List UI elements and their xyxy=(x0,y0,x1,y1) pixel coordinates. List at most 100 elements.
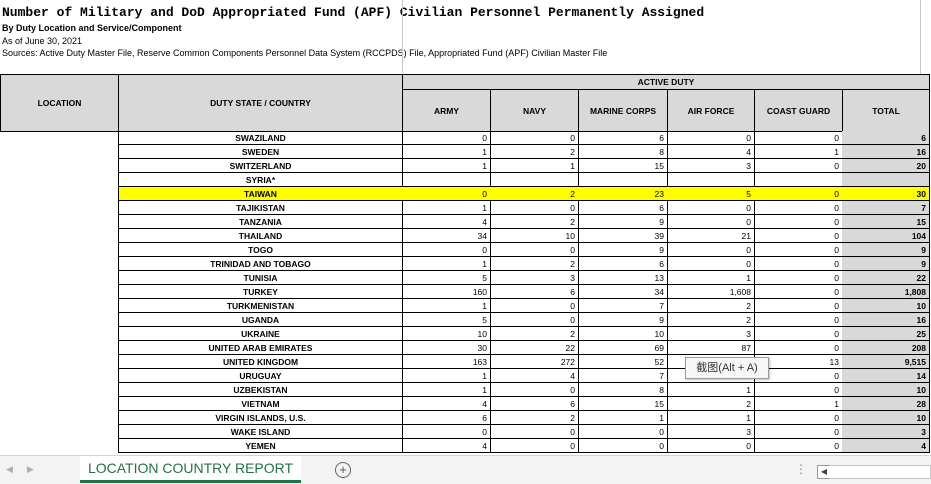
cell-duty-state: THAILAND xyxy=(118,229,403,243)
cell-location xyxy=(0,201,119,215)
table-row: TAJIKISTAN 1 0 6 0 0 7 xyxy=(0,201,930,215)
cell-army: 1 xyxy=(402,257,491,271)
cell-total: 10 xyxy=(842,411,930,425)
cell-location xyxy=(0,299,119,313)
cell-air-force: 0 xyxy=(667,131,755,145)
cell-navy: 0 xyxy=(490,201,579,215)
cell-total: 22 xyxy=(842,271,930,285)
cell-total: 14 xyxy=(842,369,930,383)
table-row: TOGO 0 0 9 0 0 9 xyxy=(0,243,930,257)
table-row: UZBEKISTAN 1 0 8 1 0 10 xyxy=(0,383,930,397)
table-row: UKRAINE 10 2 10 3 0 25 xyxy=(0,327,930,341)
cell-coast-guard: 0 xyxy=(754,313,843,327)
cell-coast-guard: 0 xyxy=(754,159,843,173)
sheet-nav-arrows-icon[interactable]: ◀▶ xyxy=(6,464,48,474)
cell-location xyxy=(0,341,119,355)
cell-air-force: 1 xyxy=(667,271,755,285)
cell-total: 9 xyxy=(842,243,930,257)
cell-coast-guard: 0 xyxy=(754,131,843,145)
cell-navy: 0 xyxy=(490,439,579,453)
table-row: TURKMENISTAN 1 0 7 2 0 10 xyxy=(0,299,930,313)
cell-duty-state: UNITED ARAB EMIRATES xyxy=(118,341,403,355)
cell-total: 3 xyxy=(842,425,930,439)
cell-air-force: 21 xyxy=(667,229,755,243)
header-coast-guard: COAST GUARD xyxy=(754,89,843,132)
cell-total: 9 xyxy=(842,257,930,271)
cell-coast-guard: 0 xyxy=(754,299,843,313)
cell-navy: 2 xyxy=(490,145,579,159)
cell-coast-guard: 0 xyxy=(754,243,843,257)
cell-marine-corps xyxy=(578,173,668,187)
cell-army: 34 xyxy=(402,229,491,243)
cell-air-force: 2 xyxy=(667,299,755,313)
table-row: THAILAND 34 10 39 21 0 104 xyxy=(0,229,930,243)
table-row: SWEDEN 1 2 8 4 1 16 xyxy=(0,145,930,159)
header-duty-state: DUTY STATE / COUNTRY xyxy=(118,74,403,132)
header-location: LOCATION xyxy=(0,74,119,132)
cell-navy: 3 xyxy=(490,271,579,285)
header-total: TOTAL xyxy=(842,89,930,132)
cell-marine-corps: 6 xyxy=(578,201,668,215)
cell-marine-corps: 13 xyxy=(578,271,668,285)
cell-location xyxy=(0,411,119,425)
header-marine-corps: MARINE CORPS xyxy=(578,89,668,132)
header-active-duty: ACTIVE DUTY xyxy=(402,74,930,90)
header-army: ARMY xyxy=(402,89,491,132)
cell-coast-guard: 0 xyxy=(754,341,843,355)
more-options-icon[interactable]: ⋮ xyxy=(795,462,807,476)
table-row: SWITZERLAND 1 1 15 3 0 20 xyxy=(0,159,930,173)
screenshot-tooltip: 截图(Alt + A) xyxy=(685,357,769,379)
cell-air-force: 2 xyxy=(667,313,755,327)
horizontal-scrollbar[interactable] xyxy=(830,465,931,479)
cell-duty-state: YEMEN xyxy=(118,439,403,453)
table-row: VIRGIN ISLANDS, U.S. 6 2 1 1 0 10 xyxy=(0,411,930,425)
cell-army xyxy=(402,173,491,187)
cell-navy: 0 xyxy=(490,243,579,257)
cell-duty-state: TURKEY xyxy=(118,285,403,299)
cell-location xyxy=(0,285,119,299)
cell-army: 0 xyxy=(402,243,491,257)
cell-army: 1 xyxy=(402,299,491,313)
table-row: TUNISIA 5 3 13 1 0 22 xyxy=(0,271,930,285)
report-date: As of June 30, 2021 xyxy=(2,36,83,46)
cell-coast-guard: 0 xyxy=(754,201,843,215)
cell-marine-corps: 8 xyxy=(578,145,668,159)
cell-location xyxy=(0,397,119,411)
cell-army: 1 xyxy=(402,145,491,159)
cell-total: 20 xyxy=(842,159,930,173)
cell-navy: 6 xyxy=(490,285,579,299)
cell-navy: 0 xyxy=(490,383,579,397)
table-row: URUGUAY 1 4 7 0 14 xyxy=(0,369,930,383)
cell-marine-corps: 9 xyxy=(578,313,668,327)
cell-marine-corps: 9 xyxy=(578,215,668,229)
add-sheet-icon[interactable]: + xyxy=(335,462,351,478)
cell-total: 10 xyxy=(842,383,930,397)
cell-duty-state: WAKE ISLAND xyxy=(118,425,403,439)
cell-total: 9,515 xyxy=(842,355,930,369)
cell-army: 4 xyxy=(402,439,491,453)
cell-total xyxy=(842,173,930,187)
cell-duty-state: UGANDA xyxy=(118,313,403,327)
report-subtitle: By Duty Location and Service/Component xyxy=(2,23,182,33)
scroll-left-icon[interactable]: ◀ xyxy=(817,465,831,479)
cell-marine-corps: 0 xyxy=(578,439,668,453)
sheet-tab-location-country-report[interactable]: LOCATION COUNTRY REPORT xyxy=(80,456,301,483)
cell-total: 208 xyxy=(842,341,930,355)
cell-coast-guard: 0 xyxy=(754,271,843,285)
cell-coast-guard: 0 xyxy=(754,383,843,397)
cell-coast-guard: 0 xyxy=(754,257,843,271)
cell-coast-guard: 0 xyxy=(754,215,843,229)
cell-duty-state: SYRIA* xyxy=(118,173,403,187)
table-row: VIETNAM 4 6 15 2 1 28 xyxy=(0,397,930,411)
table-row: UGANDA 5 0 9 2 0 16 xyxy=(0,313,930,327)
cell-air-force: 0 xyxy=(667,257,755,271)
cell-location xyxy=(0,159,119,173)
cell-navy: 2 xyxy=(490,257,579,271)
cell-location xyxy=(0,369,119,383)
cell-duty-state: TUNISIA xyxy=(118,271,403,285)
cell-air-force: 0 xyxy=(667,439,755,453)
cell-duty-state: VIRGIN ISLANDS, U.S. xyxy=(118,411,403,425)
cell-navy: 2 xyxy=(490,187,579,201)
cell-location xyxy=(0,355,119,369)
cell-location xyxy=(0,383,119,397)
